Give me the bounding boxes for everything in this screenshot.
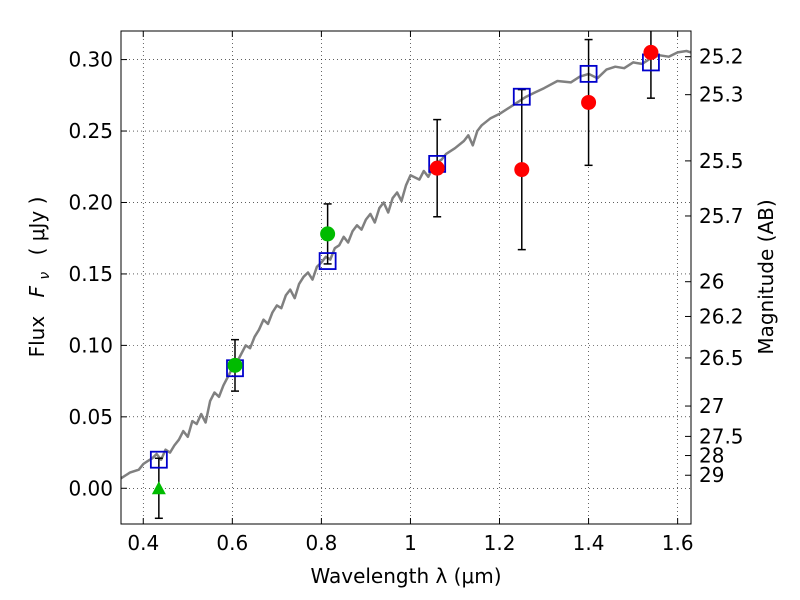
- y-axis-label-prefix: Flux: [25, 316, 49, 358]
- x-tick-label: 0.8: [305, 531, 337, 555]
- grid-lines: [121, 31, 691, 524]
- y-axis-label-units: ( μJy ): [25, 197, 49, 256]
- magnitude-tick-label: 25.5: [699, 149, 744, 173]
- x-tick-label: 1.4: [573, 531, 605, 555]
- y2-axis-label: Magnitude (AB): [754, 199, 778, 354]
- x-axis-label: Wavelength λ (μm): [310, 564, 501, 588]
- magnitude-tick-label: 27.5: [699, 424, 744, 448]
- magnitude-tick-label: 25.3: [699, 83, 744, 107]
- magnitude-tick-label: 26: [699, 270, 724, 294]
- y-axis-label-symbol: F: [25, 285, 49, 297]
- model-flux-square: [512, 87, 531, 106]
- x-tick-label: 1.2: [484, 531, 516, 555]
- y-tick-label: 0.10: [68, 333, 113, 357]
- y-axis-ticks: 0.00 0.05 0.10 0.15 0.20 0.25 0.30: [68, 48, 127, 500]
- x-tick-label: 0.4: [127, 531, 159, 555]
- magnitude-tick-label: 26.5: [699, 346, 744, 370]
- y-tick-label: 0.00: [68, 476, 113, 500]
- y-tick-label: 0.25: [68, 119, 113, 143]
- nir-flux-point: [514, 162, 530, 178]
- magnitude-tick-label: 26.2: [699, 304, 744, 328]
- magnitude-tick-label: 25.7: [699, 204, 744, 228]
- model-spectrum-line: [120, 49, 692, 480]
- y-tick-label: 0.05: [68, 405, 113, 429]
- x-axis-ticks: 0.4 0.6 0.8 1 1.2 1.4 1.6: [127, 31, 694, 555]
- model-flux-square: [579, 64, 598, 83]
- model-spectrum-layer: [120, 49, 692, 480]
- nir-flux-point: [429, 160, 445, 176]
- magnitude-tick-label: 28: [699, 444, 724, 468]
- markers-layer: [149, 44, 660, 495]
- plot-frame: [120, 30, 692, 525]
- y-tick-label: 0.20: [68, 190, 113, 214]
- optical-flux-point: [227, 357, 243, 373]
- x-tick-label: 1: [404, 531, 417, 555]
- y-axis-label: Flux F ν ( μJy ): [25, 197, 54, 358]
- x-tick-label: 1.6: [662, 531, 694, 555]
- optical-limit-triangle: [151, 481, 166, 495]
- magnitude-tick-label: 25.2: [699, 45, 744, 69]
- optical-flux-point: [320, 226, 336, 242]
- magnitude-tick-label: 27: [699, 394, 724, 418]
- model-flux-square: [318, 252, 337, 270]
- model-flux-square: [149, 450, 168, 469]
- y-tick-label: 0.30: [68, 48, 113, 72]
- nir-flux-point: [581, 94, 597, 110]
- x-tick-label: 0.6: [216, 531, 248, 555]
- magnitude-tick-label: 29: [699, 463, 724, 487]
- nir-flux-point: [643, 44, 659, 60]
- y-tick-label: 0.15: [68, 262, 113, 286]
- y-axis-label-subscript: ν: [37, 272, 53, 280]
